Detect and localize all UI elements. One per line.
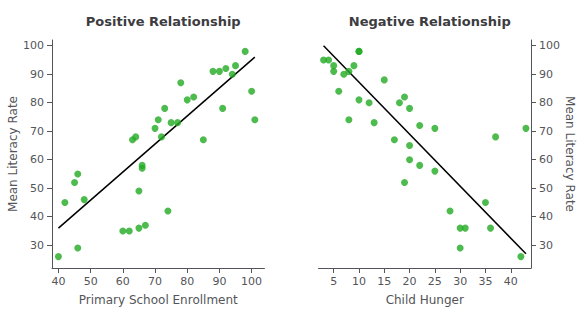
svg-text:90: 90 xyxy=(539,68,553,81)
svg-text:100: 100 xyxy=(23,39,44,52)
svg-text:50: 50 xyxy=(539,182,553,195)
svg-text:60: 60 xyxy=(116,275,130,288)
svg-text:80: 80 xyxy=(180,275,194,288)
svg-text:50: 50 xyxy=(30,182,44,195)
svg-text:80: 80 xyxy=(30,96,44,109)
svg-text:Negative Relationship: Negative Relationship xyxy=(349,14,511,29)
svg-text:Primary School Enrollment: Primary School Enrollment xyxy=(79,293,238,307)
svg-text:40: 40 xyxy=(504,275,518,288)
svg-text:15: 15 xyxy=(377,275,391,288)
svg-text:40: 40 xyxy=(51,275,65,288)
svg-text:40: 40 xyxy=(539,210,553,223)
svg-text:Mean Literacy Rate: Mean Literacy Rate xyxy=(6,96,20,212)
svg-text:70: 70 xyxy=(539,125,553,138)
svg-text:30: 30 xyxy=(539,239,553,252)
svg-text:80: 80 xyxy=(539,96,553,109)
svg-text:10: 10 xyxy=(352,275,366,288)
svg-text:70: 70 xyxy=(148,275,162,288)
svg-text:30: 30 xyxy=(453,275,467,288)
svg-text:25: 25 xyxy=(428,275,442,288)
svg-text:100: 100 xyxy=(241,275,262,288)
svg-text:35: 35 xyxy=(478,275,492,288)
svg-text:Child Hunger: Child Hunger xyxy=(386,293,464,307)
svg-text:60: 60 xyxy=(539,153,553,166)
svg-text:50: 50 xyxy=(84,275,98,288)
svg-text:Mean Literacy Rate: Mean Literacy Rate xyxy=(563,96,577,212)
svg-text:90: 90 xyxy=(30,68,44,81)
svg-text:90: 90 xyxy=(212,275,226,288)
svg-text:100: 100 xyxy=(539,39,560,52)
svg-text:70: 70 xyxy=(30,125,44,138)
svg-text:40: 40 xyxy=(30,210,44,223)
svg-text:20: 20 xyxy=(403,275,417,288)
svg-text:60: 60 xyxy=(30,153,44,166)
svg-text:30: 30 xyxy=(30,239,44,252)
svg-text:Positive Relationship: Positive Relationship xyxy=(86,14,241,29)
svg-text:5: 5 xyxy=(330,275,337,288)
